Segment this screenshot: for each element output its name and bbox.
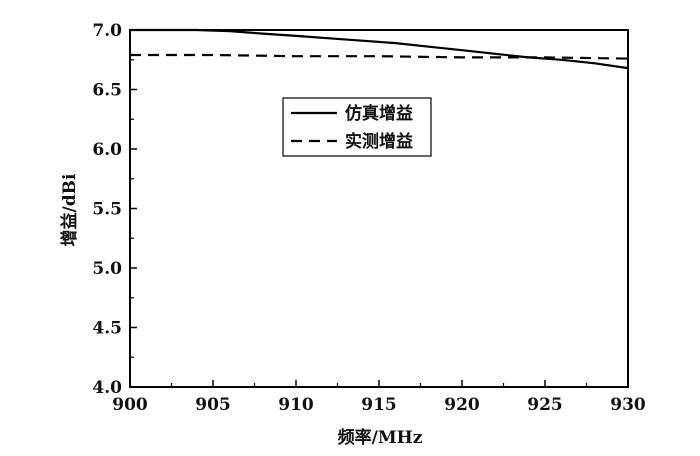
y-axis-title: 增益/dBi [59, 173, 80, 246]
series-group [130, 28, 629, 70]
legend-label-1: 仿真增益 [345, 103, 413, 124]
plot-frame [129, 29, 629, 388]
x-tick-label: 920 [444, 395, 480, 415]
y-tick-label: 6.5 [92, 81, 122, 101]
x-tick-label: 900 [112, 395, 148, 415]
x-tick-label: 905 [195, 395, 231, 415]
x-tick-label: 930 [610, 395, 646, 415]
x-tick-label: 915 [361, 395, 397, 415]
y-tick-label: 5.0 [92, 259, 122, 279]
legend-box [282, 97, 432, 157]
series-line-2 [130, 53, 629, 60]
x-tick-label: 925 [527, 395, 563, 415]
series-line-1 [130, 28, 629, 70]
x-tick-label: 910 [278, 395, 314, 415]
y-tick-label: 4.5 [92, 319, 122, 339]
y-tick-label: 5.5 [92, 200, 122, 220]
legend-label-2: 实测增益 [345, 131, 413, 152]
y-tick-label: 6.0 [92, 140, 122, 160]
axes [129, 29, 629, 388]
ticks: 900 905 910 915 920 925 930 4.0 4.5 5.0 5.5 6.0 6.5 7… [92, 21, 645, 415]
x-axis-title: 频率/MHz [338, 427, 423, 448]
y-tick-label: 7.0 [92, 21, 122, 41]
y-tick-label: 4.0 [92, 378, 122, 398]
